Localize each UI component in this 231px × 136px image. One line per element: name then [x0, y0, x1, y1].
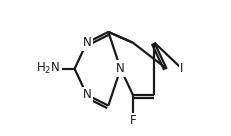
Text: H$_2$N: H$_2$N: [36, 61, 60, 76]
Text: F: F: [129, 115, 136, 127]
Text: N: N: [116, 62, 125, 75]
Text: N: N: [82, 36, 91, 49]
Text: N: N: [82, 88, 91, 101]
Text: I: I: [179, 62, 183, 75]
